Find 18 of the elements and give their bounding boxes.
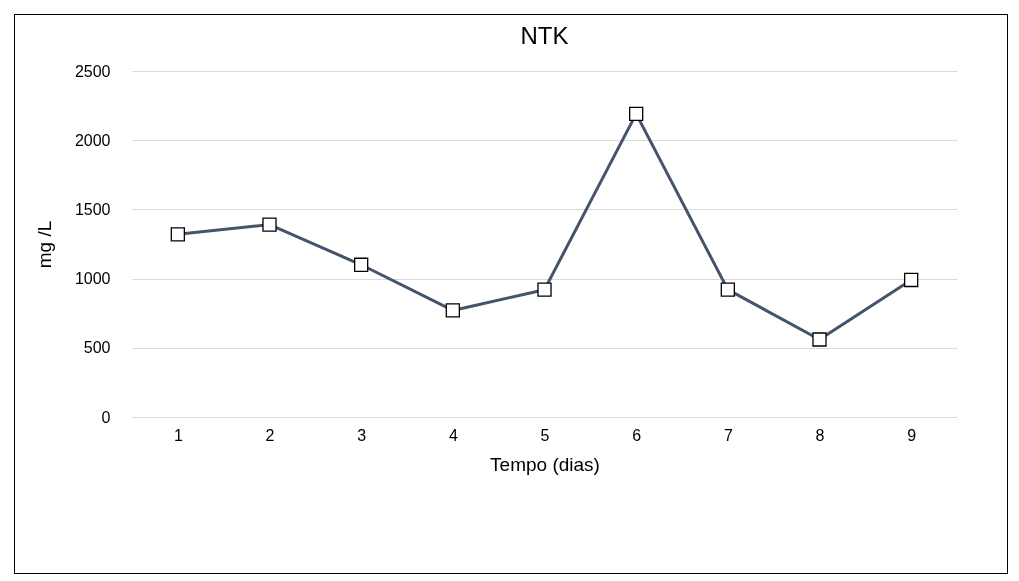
x-tick-label: 6	[632, 426, 642, 444]
x-tick-label: 3	[357, 426, 367, 444]
y-tick-label: 2500	[74, 62, 111, 80]
x-tick-label: 4	[448, 426, 458, 444]
chart-title: NTK	[520, 22, 569, 49]
x-tick-label: 5	[540, 426, 550, 444]
y-tick-label: 0	[101, 408, 111, 426]
x-tick-label: 9	[907, 426, 917, 444]
y-tick-label: 2000	[74, 131, 111, 149]
x-tick-label: 1	[173, 426, 183, 444]
x-tick-label: 7	[723, 426, 733, 444]
y-axis-title: mg /L	[33, 220, 55, 269]
x-axis-title: Tempo (dias)	[490, 453, 600, 475]
x-tick-label: 8	[815, 426, 825, 444]
y-tick-label: 1000	[74, 270, 111, 288]
y-tick-label: 1500	[74, 200, 111, 218]
x-tick-label: 2	[265, 426, 275, 444]
y-tick-label: 500	[83, 339, 111, 357]
